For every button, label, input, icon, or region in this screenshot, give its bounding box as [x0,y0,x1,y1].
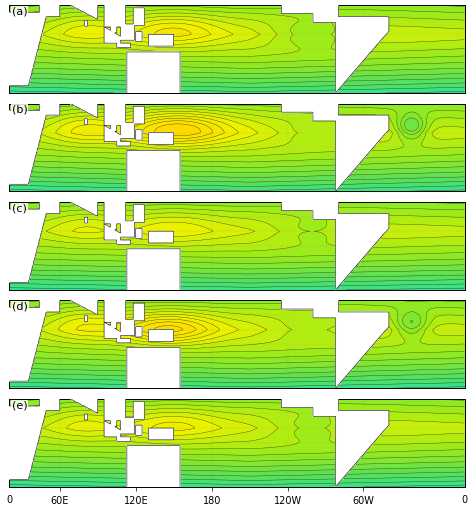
Text: (e): (e) [12,401,27,410]
Text: (d): (d) [12,302,28,312]
Text: (c): (c) [12,203,27,213]
Text: (a): (a) [12,7,27,17]
Text: 0: 0 [7,495,12,505]
Text: (b): (b) [12,105,28,115]
Text: 0: 0 [462,495,467,505]
